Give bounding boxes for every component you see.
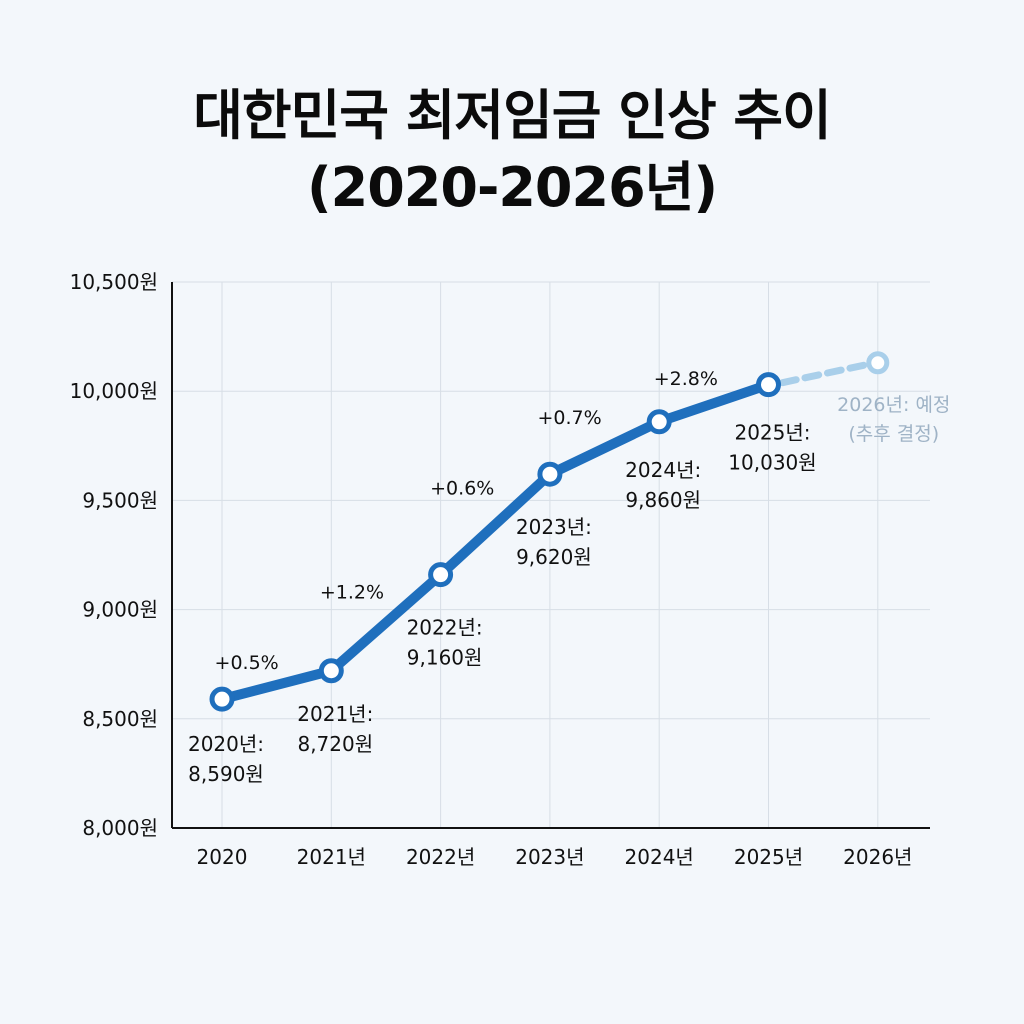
forecast-dashed-line <box>779 361 870 387</box>
forecast-note-label: (추후 결정) <box>848 423 939 445</box>
series-line <box>217 379 774 705</box>
y-tick-label: 9,500원 <box>82 488 158 512</box>
chart-title-line-2: (2020-2026년) <box>306 156 718 219</box>
increase-percent-label: +2.8% <box>654 368 718 390</box>
increase-percent-label: +0.5% <box>215 652 279 674</box>
increase-percent-label: +0.7% <box>537 407 601 429</box>
y-tick-labels: 8,000원 8,500원 9,000원 9,500원 10,000원 10,500원 <box>70 270 158 840</box>
data-point-marker <box>318 658 344 684</box>
point-value-label: 9,160원 <box>407 646 483 670</box>
x-tick-label: 2020 <box>197 845 248 869</box>
x-tick-label: 2023년 <box>515 845 584 869</box>
data-point-marker <box>646 409 672 435</box>
x-tick-label: 2024년 <box>625 845 694 869</box>
x-tick-label: 2026년 <box>843 845 912 869</box>
axes <box>171 282 930 829</box>
grid-lines <box>172 281 930 828</box>
data-point-marker <box>756 372 781 398</box>
x-tick-label: 2021년 <box>297 845 366 869</box>
point-value-label: 8,720원 <box>297 732 373 756</box>
y-tick-label: 8,000원 <box>82 816 158 840</box>
data-point-marker <box>537 461 563 487</box>
point-year-label: 2022년: <box>407 616 483 640</box>
data-point-marker <box>209 686 235 712</box>
forecast-point-marker <box>866 351 890 375</box>
x-tick-labels: 2020 2021년 2022년 2023년 2024년 2025년 2026년 <box>197 845 913 869</box>
y-tick-label: 10,500원 <box>70 270 158 294</box>
increase-percent-label: +0.6% <box>430 477 494 499</box>
chart-title: 대한민국 최저임금 인상 추이 (2020-2026년) <box>0 80 1024 224</box>
point-value-label: 9,620원 <box>516 545 592 569</box>
y-tick-label: 9,000원 <box>82 598 158 622</box>
data-point-marker <box>428 562 454 588</box>
y-tick-label: 10,000원 <box>70 379 158 403</box>
y-tick-label: 8,500원 <box>82 707 158 731</box>
data-labels: 2020년: 8,590원 2021년: 8,720원 2022년: 9,160원 2023… <box>188 368 950 786</box>
data-series <box>209 351 890 712</box>
point-value-label: 10,030원 <box>728 451 816 475</box>
point-year-label: 2021년: <box>297 702 373 726</box>
point-year-label: 2024년: <box>625 458 701 482</box>
point-year-label: 2023년: <box>516 515 592 539</box>
chart-title-line-1: 대한민국 최저임금 인상 추이 <box>193 84 832 147</box>
point-year-label: 2020년: <box>188 732 264 756</box>
increase-percent-label: +1.2% <box>320 582 384 604</box>
forecast-label: 2026년: 예정 <box>837 394 950 416</box>
point-value-label: 9,860원 <box>625 488 701 512</box>
point-value-label: 8,590원 <box>188 762 264 786</box>
x-tick-label: 2025년 <box>734 845 803 869</box>
point-year-label: 2025년: <box>734 421 810 445</box>
x-tick-label: 2022년 <box>406 845 475 869</box>
